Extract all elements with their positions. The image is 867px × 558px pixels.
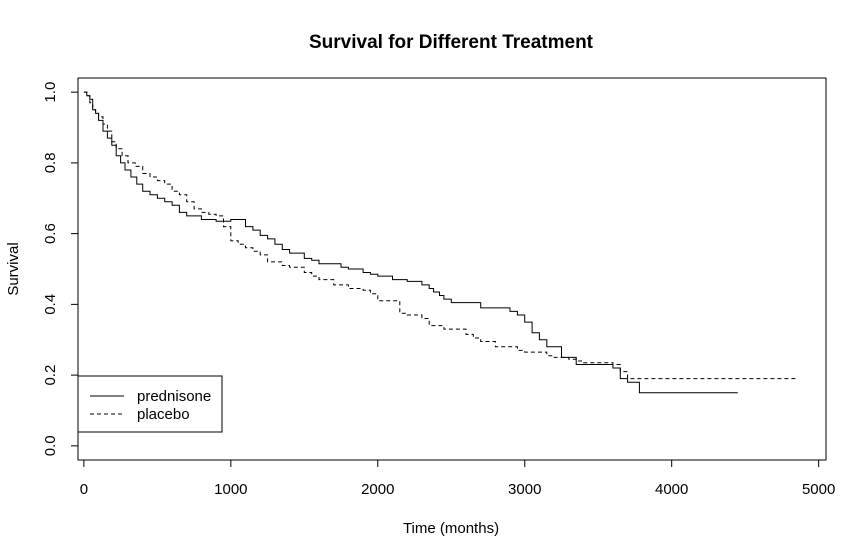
plot-frame	[77, 77, 827, 461]
x-tick-label: 4000	[655, 481, 688, 498]
series-layer	[83, 91, 797, 394]
legend: prednisone placebo	[77, 375, 223, 433]
x-tick-label: 0	[80, 481, 88, 498]
legend-label-placebo: placebo	[137, 406, 190, 423]
x-tick-label: 3000	[508, 481, 541, 498]
legend-box	[77, 375, 223, 433]
y-tick-label: 1.0	[42, 82, 59, 103]
y-tick-label: 0.6	[42, 223, 59, 244]
y-tick-label: 0.0	[42, 435, 59, 456]
y-axis-label: Survival	[5, 242, 22, 295]
chart-title: Survival for Different Treatment	[309, 32, 594, 53]
x-tick-label: 1000	[214, 481, 247, 498]
y-tick-label: 0.4	[42, 294, 59, 315]
x-axis: 0 1000 2000 3000 4000 5000	[80, 460, 835, 498]
series-line-prednisone	[83, 91, 738, 394]
y-tick-label: 0.2	[42, 365, 59, 386]
x-tick-label: 5000	[802, 481, 835, 498]
y-tick-label: 0.8	[42, 152, 59, 173]
x-axis-label: Time (months)	[403, 520, 499, 537]
series-line-placebo	[83, 91, 797, 380]
legend-label-prednisone: prednisone	[137, 388, 211, 405]
x-tick-label: 2000	[361, 481, 394, 498]
y-axis: 0.0 0.2 0.4 0.6 0.8 1.0	[42, 82, 78, 456]
